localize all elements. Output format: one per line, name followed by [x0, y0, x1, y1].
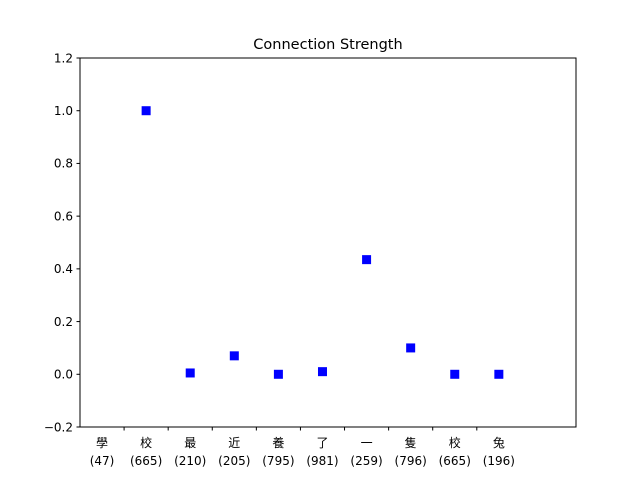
y-tick-label: 1.2: [54, 51, 73, 65]
x-tick-label-count: (665): [439, 454, 471, 468]
x-tick-label-char: 校: [140, 435, 152, 450]
x-tick-label-count: (210): [174, 454, 206, 468]
x-tick-label-char: 學: [96, 436, 108, 450]
y-tick-label: 0.6: [54, 209, 73, 223]
data-point: [317, 367, 327, 377]
data-point: [185, 368, 195, 378]
x-tick-label-count: (259): [350, 454, 382, 468]
x-tick-label-char: 校: [449, 435, 461, 450]
axes-frame: [79, 57, 577, 428]
x-tick-label-char: 了: [316, 436, 328, 450]
chart-title: Connection Strength: [253, 37, 402, 53]
data-point: [362, 255, 372, 265]
x-tick-label-count: (47): [90, 454, 115, 468]
data-point: [229, 351, 239, 361]
x-tick-label-count: (981): [306, 454, 338, 468]
data-point: [141, 106, 151, 116]
x-tick-label-count: (796): [395, 454, 427, 468]
data-point: [273, 369, 283, 379]
x-tick-label-char: 養: [272, 435, 284, 450]
y-tick-label: 1.0: [54, 104, 73, 118]
x-tick-label-char: 一: [361, 436, 373, 450]
y-tick-label: −0.2: [44, 420, 73, 434]
x-tick-label-char: 近: [228, 436, 240, 450]
x-tick-label-count: (205): [218, 454, 250, 468]
data-point: [494, 369, 504, 379]
x-tick-label-char: 兔: [493, 435, 505, 450]
x-tick-label-count: (795): [262, 454, 294, 468]
x-tick-label-char: 隻: [405, 435, 417, 450]
data-point: [450, 369, 460, 379]
x-tick-label-count: (196): [483, 454, 515, 468]
x-tick-label-char: 最: [184, 436, 196, 450]
y-tick-label: 0.0: [54, 368, 73, 382]
y-tick-label: 0.4: [54, 262, 73, 276]
x-tick-label-count: (665): [130, 454, 162, 468]
y-tick-label: 0.8: [54, 157, 73, 171]
data-point: [406, 343, 416, 353]
y-tick-label: 0.2: [54, 315, 73, 329]
